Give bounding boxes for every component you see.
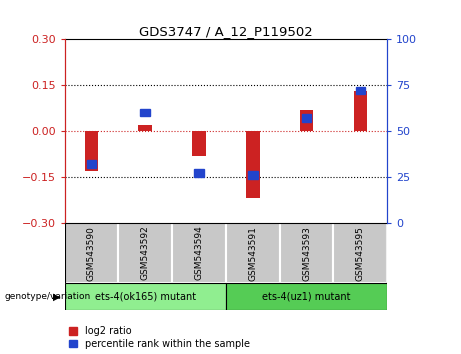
- FancyBboxPatch shape: [280, 223, 333, 283]
- Text: genotype/variation: genotype/variation: [5, 292, 91, 301]
- Title: GDS3747 / A_12_P119502: GDS3747 / A_12_P119502: [139, 25, 313, 38]
- Bar: [355, 87, 365, 94]
- Bar: [300, 109, 313, 131]
- FancyBboxPatch shape: [118, 223, 172, 283]
- FancyBboxPatch shape: [172, 223, 226, 283]
- Text: GSM543593: GSM543593: [302, 225, 311, 281]
- Bar: [248, 171, 258, 179]
- FancyBboxPatch shape: [333, 223, 387, 283]
- Text: GSM543594: GSM543594: [195, 226, 203, 280]
- Legend: log2 ratio, percentile rank within the sample: log2 ratio, percentile rank within the s…: [70, 326, 250, 349]
- Bar: [354, 91, 367, 131]
- Text: GSM543590: GSM543590: [87, 225, 96, 281]
- Text: GSM543592: GSM543592: [141, 226, 150, 280]
- FancyBboxPatch shape: [65, 283, 226, 310]
- Text: ▶: ▶: [53, 291, 60, 301]
- Text: ets-4(ok165) mutant: ets-4(ok165) mutant: [95, 291, 196, 302]
- Bar: [140, 109, 150, 116]
- Text: ets-4(uz1) mutant: ets-4(uz1) mutant: [262, 291, 351, 302]
- FancyBboxPatch shape: [65, 223, 118, 283]
- Text: GSM543591: GSM543591: [248, 225, 257, 281]
- FancyBboxPatch shape: [226, 223, 280, 283]
- Text: GSM543595: GSM543595: [356, 225, 365, 281]
- Bar: [246, 131, 260, 199]
- Bar: [194, 170, 204, 177]
- Bar: [138, 125, 152, 131]
- Bar: [301, 114, 311, 122]
- Bar: [192, 131, 206, 155]
- FancyBboxPatch shape: [226, 283, 387, 310]
- Bar: [87, 160, 96, 168]
- Bar: [85, 131, 98, 171]
